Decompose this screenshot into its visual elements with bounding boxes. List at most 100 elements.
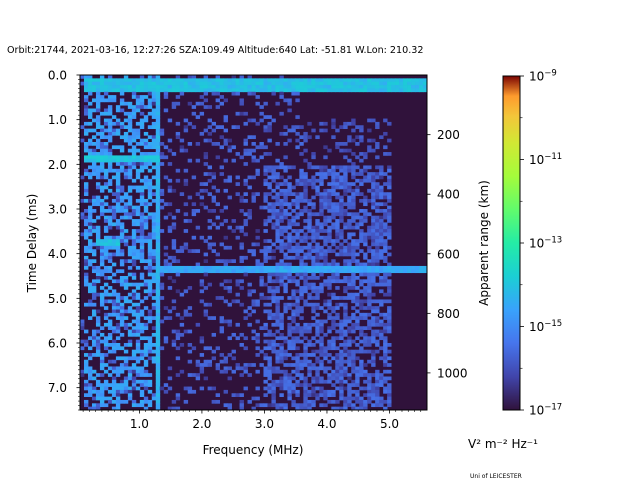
- heatmap-cell: [327, 239, 332, 243]
- heatmap-cell: [239, 85, 244, 89]
- heatmap-cell: [107, 299, 113, 304]
- heatmap-cell: [295, 356, 300, 361]
- heatmap-cell: [151, 316, 157, 320]
- heatmap-cell: [247, 185, 252, 190]
- heatmap-cell: [335, 359, 340, 364]
- heatmap-cell: [127, 148, 133, 153]
- heatmap-cell: [319, 262, 324, 267]
- heatmap-cell: [151, 78, 157, 83]
- heatmap-cell: [379, 235, 384, 240]
- heatmap-cell: [167, 162, 173, 166]
- heatmap-cell: [363, 78, 368, 83]
- heatmap-cell: [407, 81, 412, 86]
- heatmap-cell: [275, 225, 280, 230]
- heatmap-cell: [371, 292, 376, 297]
- heatmap-cell: [319, 359, 324, 364]
- heatmap-cell: [171, 265, 177, 270]
- heatmap-cell: [99, 188, 105, 193]
- heatmap-cell: [355, 239, 360, 243]
- heatmap-cell: [255, 265, 260, 270]
- heatmap-cell: [219, 329, 224, 334]
- heatmap-cell: [99, 356, 105, 361]
- heatmap-cell: [103, 158, 109, 163]
- heatmap-cell: [187, 312, 193, 317]
- heatmap-cell: [383, 118, 388, 123]
- heatmap-cell: [363, 265, 368, 270]
- heatmap-cell: [259, 292, 264, 297]
- heatmap-cell: [143, 265, 149, 270]
- heatmap-cell: [383, 215, 388, 220]
- heatmap-cell: [307, 329, 312, 334]
- heatmap-cell: [119, 135, 125, 140]
- heatmap-cell: [231, 332, 236, 337]
- heatmap-cell: [103, 91, 109, 96]
- heatmap-cell: [323, 229, 328, 233]
- heatmap-cell: [183, 309, 189, 314]
- heatmap-cell: [283, 376, 288, 381]
- heatmap-cell: [119, 309, 125, 314]
- heatmap-cell: [143, 259, 149, 263]
- heatmap-cell: [287, 175, 292, 180]
- heatmap-cell: [103, 142, 109, 146]
- heatmap-cell: [383, 249, 388, 253]
- heatmap-cell: [295, 125, 300, 129]
- heatmap-cell: [375, 332, 380, 337]
- heatmap-cell: [143, 322, 149, 327]
- heatmap-cell: [83, 222, 89, 227]
- heatmap-cell: [335, 232, 340, 237]
- heatmap-cell: [199, 269, 205, 274]
- heatmap-cell: [139, 155, 145, 160]
- heatmap-cell: [375, 252, 380, 257]
- heatmap-cell: [295, 312, 300, 317]
- heatmap-cell: [319, 78, 324, 83]
- heatmap-cell: [131, 162, 137, 166]
- x-tick-label: 4.0: [317, 417, 336, 431]
- heatmap-cell: [259, 118, 264, 123]
- heatmap-cell: [95, 215, 101, 220]
- heatmap-cell: [87, 259, 93, 263]
- heatmap-cell: [375, 376, 380, 381]
- heatmap-cell: [359, 262, 364, 267]
- heatmap-cell: [147, 399, 153, 404]
- heatmap-cell: [231, 299, 236, 304]
- heatmap-cell: [211, 198, 217, 203]
- heatmap-cell: [207, 85, 213, 89]
- heatmap-cell: [227, 85, 232, 89]
- heatmap-cell: [115, 219, 121, 223]
- y2-tick-label: 400: [437, 188, 460, 202]
- heatmap-cell: [379, 172, 384, 176]
- heatmap-cell: [299, 276, 304, 280]
- heatmap-cell: [243, 219, 248, 223]
- heatmap-cell: [155, 343, 161, 347]
- heatmap-cell: [123, 75, 129, 79]
- heatmap-cell: [351, 245, 356, 250]
- heatmap-cell: [115, 128, 121, 133]
- heatmap-cell: [123, 118, 129, 123]
- heatmap-cell: [295, 138, 300, 143]
- heatmap-cell: [111, 339, 117, 344]
- heatmap-cell: [127, 155, 133, 160]
- heatmap-cell: [127, 128, 133, 133]
- heatmap-cell: [363, 242, 368, 247]
- heatmap-cell: [331, 172, 336, 176]
- heatmap-cell: [267, 165, 272, 170]
- heatmap-cell: [199, 299, 205, 304]
- heatmap-cell: [131, 353, 137, 357]
- heatmap-cell: [367, 292, 372, 297]
- heatmap-cell: [80, 215, 85, 220]
- heatmap-cell: [215, 215, 220, 220]
- heatmap-cell: [419, 85, 424, 89]
- heatmap-cell: [383, 265, 388, 270]
- heatmap-cell: [299, 269, 304, 274]
- heatmap-cell: [331, 399, 336, 404]
- heatmap-cell: [187, 142, 193, 146]
- heatmap-cell: [347, 249, 352, 253]
- heatmap-cell: [103, 229, 109, 233]
- heatmap-cell: [127, 125, 133, 129]
- heatmap-cell: [167, 269, 173, 274]
- heatmap-cell: [235, 363, 240, 367]
- heatmap-cell: [239, 393, 244, 397]
- heatmap-cell: [143, 155, 149, 160]
- heatmap-cell: [147, 255, 153, 260]
- heatmap-cell: [195, 373, 201, 377]
